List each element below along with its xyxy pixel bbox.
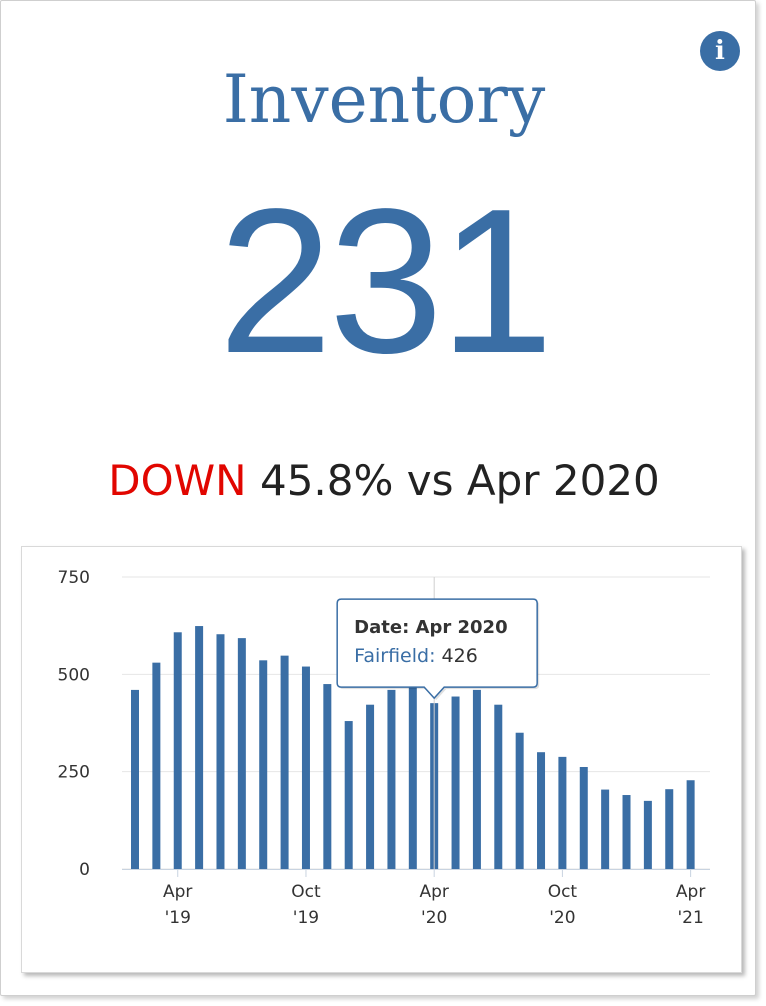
bar — [472, 689, 481, 869]
bar — [408, 686, 417, 869]
bar — [622, 795, 631, 869]
tooltip-value-line: Fairfield: 426 — [354, 645, 478, 667]
x-tick-label: Oct — [291, 882, 321, 902]
bar — [259, 660, 268, 869]
info-icon[interactable]: i — [700, 31, 740, 71]
bar — [686, 780, 695, 869]
bar — [451, 696, 460, 869]
bar — [494, 704, 503, 869]
tooltip-series-name: Fairfield: — [354, 645, 435, 667]
tooltip-value: 426 — [436, 645, 478, 667]
tooltip-date: Date: Apr 2020 — [354, 617, 507, 638]
change-direction: DOWN — [108, 456, 247, 505]
bar — [643, 800, 652, 869]
x-tick-label: '19 — [293, 908, 319, 928]
tooltip: Date: Apr 2020 Fairfield: 426 — [336, 598, 540, 701]
bar — [195, 626, 204, 869]
card-title: Inventory — [222, 61, 546, 138]
bar — [366, 704, 375, 869]
bar — [537, 752, 546, 869]
bar — [665, 789, 674, 869]
tooltip-box — [336, 598, 538, 700]
y-tick-label: 750 — [58, 568, 90, 588]
bar — [301, 666, 310, 869]
y-tick-label: 0 — [79, 860, 90, 880]
inventory-value: 231 — [218, 166, 554, 396]
bar — [558, 756, 567, 869]
x-tick-label: '20 — [421, 908, 447, 928]
y-tick-label: 250 — [58, 763, 90, 783]
y-tick-label: 500 — [58, 665, 90, 685]
bar — [579, 766, 588, 869]
chart-panel: 0 250 500 750 Apr '19 Oct '19 Apr '20 Oct '20 Apr '21… — [21, 546, 742, 973]
bar — [344, 721, 353, 869]
bar — [387, 689, 396, 869]
change-summary: DOWN 45.8% vs Apr 2020 — [1, 456, 766, 505]
x-tick-label: '21 — [677, 908, 703, 928]
x-tick-label: Apr — [163, 882, 192, 902]
change-text: 45.8% vs Apr 2020 — [259, 456, 660, 505]
inventory-bar-chart[interactable]: 0 250 500 750 Apr '19 Oct '19 Apr '20 Oct '20 Apr '21… — [22, 547, 741, 972]
bar — [152, 662, 161, 869]
bar — [131, 689, 139, 869]
x-tick-label: '20 — [549, 908, 575, 928]
x-tick-label: Apr — [676, 882, 705, 902]
bar — [216, 634, 225, 869]
inventory-card: i Inventory 231 DOWN 45.8% vs Apr 2020 0… — [0, 0, 756, 996]
bar — [280, 655, 289, 869]
bar — [515, 732, 524, 869]
bar — [323, 684, 332, 869]
bar — [173, 632, 182, 869]
bar — [237, 638, 246, 869]
x-tick-label: '19 — [165, 908, 191, 928]
x-tick-label: Apr — [419, 882, 448, 902]
x-tick-label: Oct — [548, 882, 578, 902]
bar — [601, 789, 610, 869]
